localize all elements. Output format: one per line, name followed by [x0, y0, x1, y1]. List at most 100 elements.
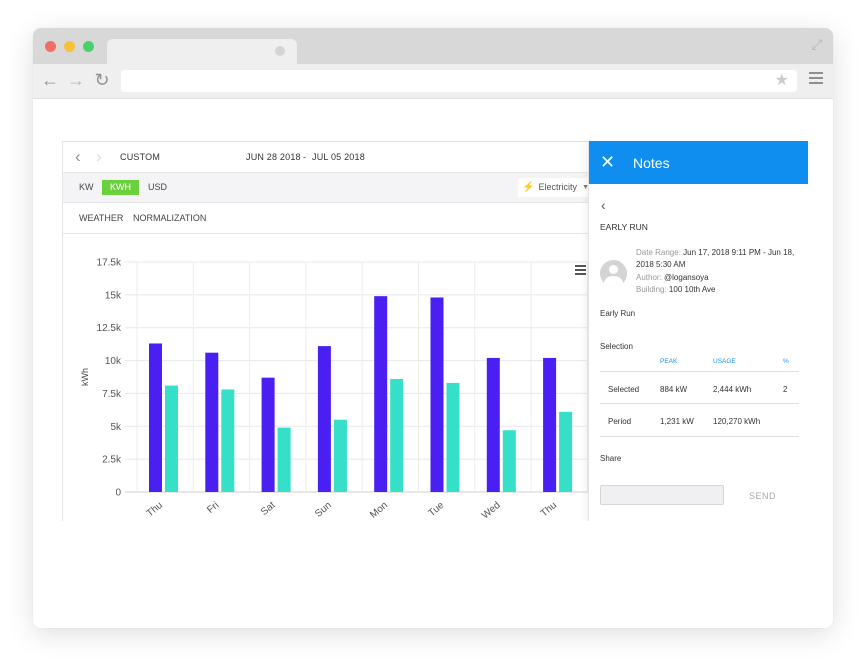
x-tick-label: Sun: [313, 500, 334, 520]
row-peak: 884 kW: [660, 385, 688, 394]
send-button[interactable]: SEND: [749, 491, 777, 501]
date-bar: ‹ › CUSTOM JUN 28 2018 - JUL 05 2018: [63, 142, 589, 173]
arrow-left-icon[interactable]: ←: [41, 70, 59, 90]
reload-icon[interactable]: ↻: [94, 70, 110, 90]
unit-bar: KW KWH USD ⚡ Electricity ▼: [63, 173, 589, 203]
row-usage: 2,444 kWh: [713, 385, 752, 394]
arrow-right-icon[interactable]: →: [67, 70, 85, 90]
commodity-select[interactable]: ⚡ Electricity ▼: [518, 178, 589, 197]
row-peak: 1,231 kW: [660, 417, 694, 426]
x-tick-label: Sat: [259, 500, 278, 518]
building-label: Building:: [636, 285, 667, 294]
avatar: [600, 260, 627, 287]
filter-weather[interactable]: WEATHER: [79, 213, 124, 223]
building-value: 100 10th Ave: [668, 285, 716, 294]
row-label: Selected: [608, 385, 640, 394]
chevron-down-icon: ▼: [582, 184, 589, 191]
date-separator: -: [303, 152, 307, 162]
x-tick-label: Mon: [368, 500, 390, 521]
date-start[interactable]: JUN 28 2018: [246, 152, 301, 162]
hamburger-menu-icon[interactable]: [809, 72, 823, 87]
y-tick-label: 2.5k: [102, 455, 122, 466]
bar: [165, 385, 178, 492]
header-usage: USAGE: [713, 358, 736, 365]
header-pct: %: [783, 358, 789, 365]
browser-titlebar: ⤢: [33, 28, 833, 64]
chart-menu-icon[interactable]: [575, 265, 586, 277]
bar: [559, 411, 573, 492]
date-range-label: Date Range:: [636, 248, 681, 257]
date-end[interactable]: JUL 05 2018: [312, 152, 365, 162]
lightning-bolt-icon: ⚡: [522, 182, 535, 193]
next-range-chevron-icon[interactable]: ›: [96, 147, 102, 166]
bar: [502, 430, 516, 492]
fullscreen-icon[interactable]: ⤢: [811, 36, 823, 52]
app-viewport: ‹ › CUSTOM JUN 28 2018 - JUL 05 2018 KW …: [62, 141, 808, 521]
maximize-window-button[interactable]: [83, 41, 94, 52]
filter-bar: WEATHER NORMALIZATION: [63, 203, 589, 234]
x-tick-label: Thu: [145, 500, 165, 520]
tab-close-icon[interactable]: [275, 46, 285, 56]
minimize-window-button[interactable]: [64, 41, 75, 52]
browser-toolbar: ← → ↻ ★: [33, 64, 833, 99]
y-axis-label: kWh: [80, 368, 90, 386]
bar: [221, 389, 235, 492]
bar: [333, 419, 347, 492]
y-tick-label: 10k: [105, 356, 122, 367]
y-tick-label: 12.5k: [97, 323, 122, 334]
author-label: Author:: [636, 273, 662, 282]
y-tick-label: 7.5k: [102, 389, 122, 400]
y-tick-label: 15k: [105, 290, 122, 301]
bar: [446, 382, 460, 492]
unit-kwh[interactable]: KWH: [102, 180, 139, 195]
note-date-range: Date Range: Jun 17, 2018 9:11 PM - Jun 1…: [636, 247, 806, 271]
selection-heading: Selection: [600, 342, 633, 351]
share-heading: Share: [600, 454, 622, 463]
bar: [277, 427, 291, 492]
bar: [430, 297, 444, 492]
note-author: Author: @logansoya: [636, 272, 806, 284]
note-title: EARLY RUN: [600, 222, 648, 232]
unit-kw[interactable]: KW: [79, 182, 94, 192]
x-tick-label: Fri: [205, 500, 221, 516]
y-tick-label: 17.5k: [97, 258, 122, 269]
range-type-label[interactable]: CUSTOM: [120, 152, 161, 162]
browser-window: ⤢ ← → ↻ ★ ‹ › CUSTOM JUN 28 2018 - JUL 0…: [33, 28, 833, 628]
close-window-button[interactable]: [45, 41, 56, 52]
bar: [374, 296, 388, 492]
unit-usd[interactable]: USD: [148, 182, 168, 192]
notes-title: Notes: [633, 155, 670, 171]
bar: [149, 343, 162, 492]
share-input[interactable]: [600, 485, 724, 505]
bar: [261, 377, 275, 492]
y-tick-label: 5k: [110, 422, 122, 433]
address-bar[interactable]: ★: [121, 70, 797, 92]
commodity-label: Electricity: [538, 182, 577, 192]
x-tick-label: Wed: [480, 500, 503, 521]
bar: [317, 346, 331, 492]
date-range-value: Jun 17, 2018 9:11 PM - Jun 18, 2018 5:30…: [636, 248, 795, 269]
row-pct: 2: [783, 385, 788, 394]
notes-panel: ✕ Notes ‹ EARLY RUN Date Range: Jun 17, …: [588, 141, 808, 521]
notes-header: ✕ Notes: [589, 141, 808, 184]
bar: [486, 357, 500, 492]
filter-normalization[interactable]: NORMALIZATION: [133, 213, 207, 223]
browser-tab[interactable]: [107, 39, 297, 64]
x-tick-label: Thu: [539, 500, 559, 520]
x-tick-label: Tue: [426, 500, 446, 520]
bar: [205, 352, 219, 492]
usage-bar-chart: 0 2.5k 5k 7.5k 10k 12.5k 15k 17.5k kWh Thu Fri Sat S…: [80, 258, 589, 521]
main-panel: ‹ › CUSTOM JUN 28 2018 - JUL 05 2018 KW …: [62, 141, 589, 521]
y-tick-label: 0: [115, 488, 121, 499]
back-chevron-icon[interactable]: ‹: [601, 197, 606, 213]
row-label: Period: [608, 417, 632, 426]
row-usage: 120,270 kWh: [713, 417, 761, 426]
previous-range-chevron-icon[interactable]: ‹: [75, 147, 81, 166]
bar: [543, 357, 557, 492]
note-building: Building: 100 10th Ave: [636, 284, 806, 296]
star-icon[interactable]: ★: [774, 72, 789, 89]
author-value: @logansoya: [664, 273, 709, 282]
note-body: Early Run: [600, 309, 636, 318]
header-peak: PEAK: [660, 358, 678, 365]
close-icon[interactable]: ✕: [600, 152, 616, 172]
